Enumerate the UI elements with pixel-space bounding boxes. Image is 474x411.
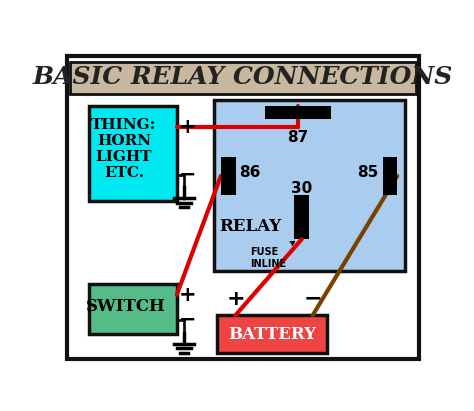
Text: −: − bbox=[179, 165, 196, 185]
Bar bbox=[217, 315, 328, 353]
Text: 85: 85 bbox=[357, 165, 378, 180]
Text: FUSE
INLINE: FUSE INLINE bbox=[250, 242, 294, 269]
Bar bbox=[265, 106, 331, 119]
Text: +: + bbox=[226, 289, 245, 309]
Bar bbox=[89, 106, 177, 201]
Bar bbox=[213, 100, 405, 271]
Bar bbox=[294, 195, 309, 239]
Text: 30: 30 bbox=[291, 181, 312, 196]
Text: 87: 87 bbox=[287, 130, 309, 145]
Text: −: − bbox=[303, 289, 322, 309]
Bar bbox=[89, 284, 177, 334]
Text: RELAY: RELAY bbox=[219, 218, 282, 235]
Text: BATTERY: BATTERY bbox=[228, 326, 316, 343]
Text: +: + bbox=[179, 117, 196, 137]
Text: BASIC RELAY CONNECTIONS: BASIC RELAY CONNECTIONS bbox=[33, 65, 453, 89]
Bar bbox=[221, 157, 236, 195]
Bar bbox=[70, 62, 416, 94]
Text: THING:
HORN
LIGHT
ETC.: THING: HORN LIGHT ETC. bbox=[91, 118, 156, 180]
Text: −: − bbox=[179, 310, 196, 330]
Text: 86: 86 bbox=[239, 165, 261, 180]
Bar bbox=[383, 157, 397, 195]
Text: SWITCH: SWITCH bbox=[86, 298, 165, 315]
Text: +: + bbox=[179, 285, 196, 305]
